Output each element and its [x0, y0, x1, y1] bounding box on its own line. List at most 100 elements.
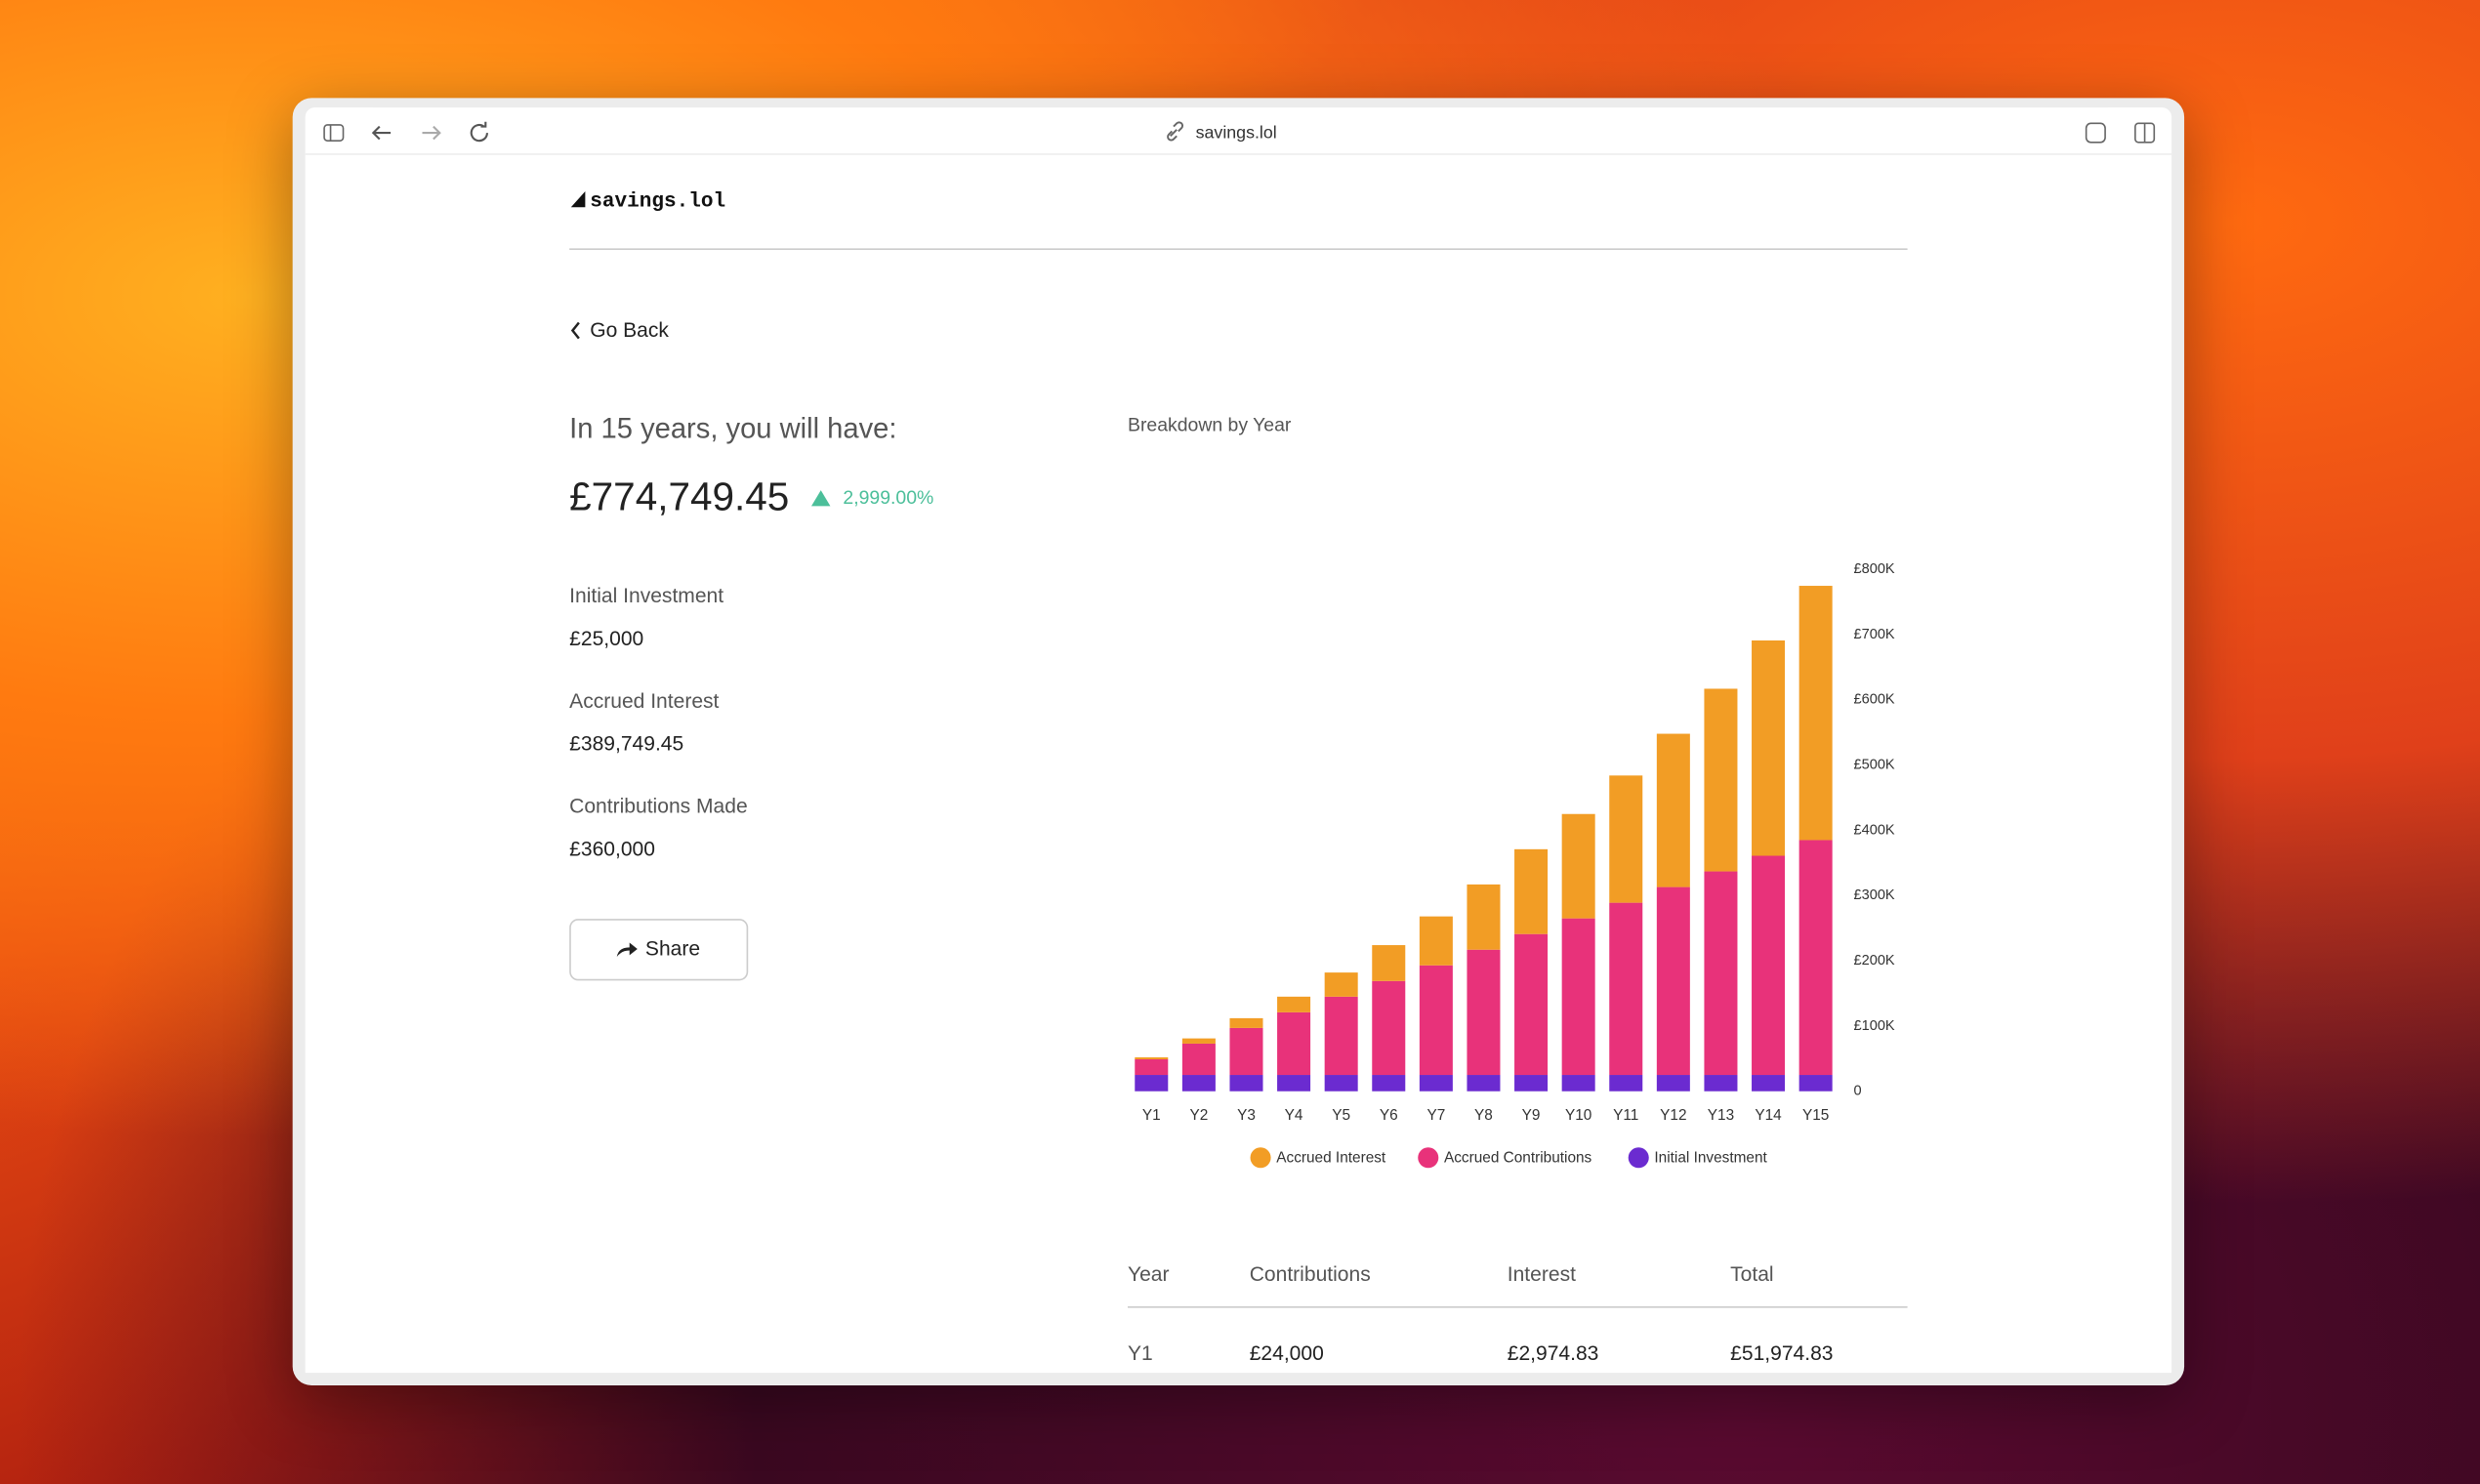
forward-button[interactable] [422, 125, 441, 141]
y-tick-label: £700K [1854, 627, 1895, 642]
bar-segment [1514, 1075, 1549, 1092]
bar-segment [1704, 688, 1738, 872]
table-header: Contributions [1250, 1263, 1371, 1286]
logo[interactable]: savings.lol [590, 189, 725, 213]
bar-segment [1135, 1075, 1169, 1092]
bar-segment [1372, 945, 1406, 981]
bar-segment [1419, 916, 1453, 966]
y-tick-label: £500K [1854, 757, 1895, 772]
total: £774,749.45 [569, 474, 789, 519]
extension-button[interactable] [2085, 122, 2106, 144]
y-tick-label: £300K [1854, 887, 1895, 903]
legend-label: Accrued Contributions [1444, 1150, 1592, 1167]
item-value: £389,749.45 [569, 733, 683, 756]
bar-segment [1372, 1075, 1406, 1092]
bar-segment [1419, 1075, 1453, 1092]
change: 2,999.00% [843, 487, 933, 509]
x-tick-label: Y8 [1474, 1107, 1493, 1124]
bar-segment [1135, 1058, 1169, 1076]
bar-segment [1609, 902, 1643, 1076]
bar-segment [1561, 918, 1595, 1076]
y-tick-label: £600K [1854, 692, 1895, 708]
item-value: £25,000 [569, 628, 643, 650]
x-tick-label: Y11 [1613, 1107, 1638, 1124]
bar-segment [1181, 1043, 1216, 1076]
headline: In 15 years, you will have: [569, 413, 896, 444]
y-tick-label: £400K [1854, 822, 1895, 838]
bar-segment [1324, 996, 1358, 1076]
bar-segment [1798, 586, 1833, 841]
bar-segment [1561, 1075, 1595, 1092]
y-tick-label: £200K [1854, 953, 1895, 969]
legend-label: Initial Investment [1654, 1150, 1767, 1167]
bar-segment [1656, 1075, 1690, 1092]
go-back[interactable]: Go Back [590, 319, 669, 342]
bar-segment [1277, 1011, 1311, 1076]
x-tick-label: Y1 [1142, 1107, 1161, 1124]
bar-segment [1419, 965, 1453, 1076]
bar-segment [1514, 848, 1549, 934]
back-chevron [570, 321, 580, 340]
table-header: Total [1730, 1263, 1773, 1286]
back-button[interactable] [371, 125, 392, 141]
x-tick-label: Y15 [1802, 1107, 1829, 1124]
table-header: Year [1128, 1263, 1170, 1286]
bar-segment [1467, 884, 1501, 950]
up-triangle [811, 490, 831, 507]
bar-segment [1609, 1075, 1643, 1092]
x-tick-label: Y4 [1285, 1107, 1303, 1124]
url[interactable]: savings.lol [1196, 123, 1277, 143]
x-tick-label: Y6 [1380, 1107, 1398, 1124]
bar-segment [1704, 1075, 1738, 1092]
item-label: Accrued Interest [569, 690, 719, 713]
table: Year Contributions Interest Total Y1 £24,000 £… [1128, 1263, 1908, 1365]
bar-segment [1656, 733, 1690, 887]
x-tick-label: Y5 [1332, 1107, 1350, 1124]
x-tick-label: Y14 [1755, 1107, 1782, 1124]
bar-segment [1798, 1075, 1833, 1092]
table-cell: £24,000 [1250, 1342, 1324, 1365]
viewport [305, 107, 2172, 1374]
item-label: Contributions Made [569, 796, 748, 818]
bar-segment [1229, 1027, 1263, 1076]
table-cell: £51,974.83 [1730, 1342, 1833, 1365]
reload-button[interactable] [470, 121, 488, 143]
bar-segment [1514, 933, 1549, 1076]
bar-segment [1609, 775, 1643, 903]
x-tick-label: Y2 [1189, 1107, 1208, 1124]
bar-segment [1467, 949, 1501, 1076]
x-tick-label: Y12 [1660, 1107, 1686, 1124]
logo-mark [570, 191, 586, 208]
bar-segment [1372, 980, 1406, 1076]
bar-segment [1752, 639, 1786, 856]
legend-swatch [1250, 1147, 1271, 1169]
legend-label: Accrued Interest [1276, 1150, 1386, 1167]
bar-segment [1135, 1057, 1169, 1059]
x-tick-label: Y13 [1708, 1107, 1734, 1124]
sidebar-button[interactable] [323, 124, 345, 142]
table-cell: Y1 [1128, 1342, 1153, 1365]
bar-segment [1467, 1075, 1501, 1092]
bar-segment [1277, 996, 1311, 1012]
bar-segment [1656, 886, 1690, 1076]
bar-segment [1704, 871, 1738, 1076]
bar-segment [1181, 1075, 1216, 1092]
y-tick-label: £100K [1854, 1018, 1895, 1034]
share-icon [616, 942, 638, 958]
table-cell: £2,974.83 [1508, 1342, 1599, 1365]
x-tick-label: Y7 [1426, 1107, 1445, 1124]
x-tick-label: Y3 [1237, 1107, 1256, 1124]
legend-swatch [1418, 1147, 1439, 1169]
share-button[interactable] [569, 919, 749, 981]
bar-segment [1324, 972, 1358, 997]
item-label: Initial Investment [569, 585, 723, 607]
chart-title: Breakdown by Year [1128, 415, 1292, 436]
bar-segment [1324, 1075, 1358, 1092]
bar-segment [1561, 813, 1595, 919]
share-label[interactable]: Share [645, 937, 700, 960]
bar-segment [1277, 1075, 1311, 1092]
item-value: £360,000 [569, 838, 655, 860]
